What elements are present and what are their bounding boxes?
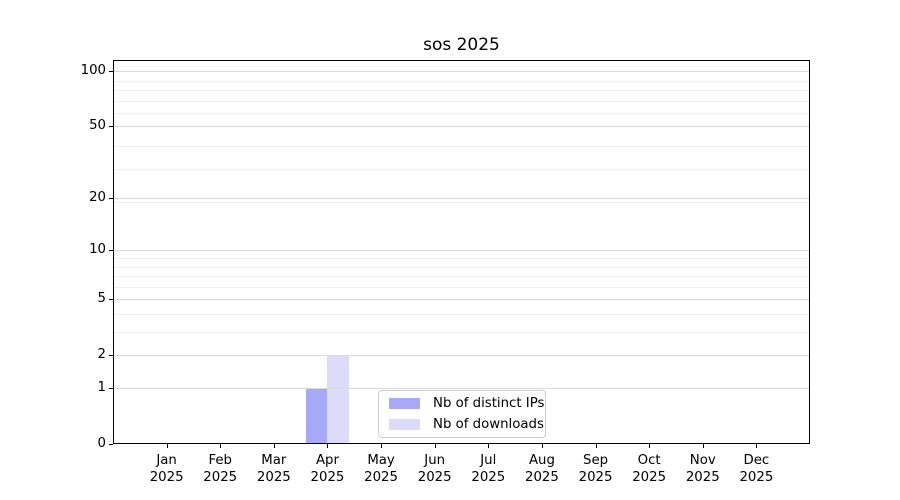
legend-swatch	[389, 419, 420, 430]
x-tick-label: Jul 2025	[471, 453, 506, 485]
x-tick-label: May 2025	[364, 453, 398, 485]
minor-gridline	[113, 169, 810, 171]
minor-gridline	[113, 146, 810, 147]
y-tick-mark	[109, 250, 113, 252]
x-tick-label: Jun 2025	[417, 453, 452, 485]
x-tick-mark	[273, 444, 275, 448]
legend: Nb of distinct IPs Nb of downloads	[378, 390, 546, 438]
y-tick-mark	[109, 444, 113, 445]
x-tick-mark	[327, 444, 329, 448]
x-tick-mark	[166, 444, 168, 448]
x-tick-mark	[488, 444, 490, 448]
x-tick-mark	[434, 444, 436, 448]
major-gridline	[113, 388, 810, 389]
minor-gridline	[113, 100, 810, 102]
y-tick-mark	[109, 71, 113, 73]
legend-label: Nb of downloads	[433, 417, 544, 432]
x-tick-mark	[595, 444, 597, 448]
y-tick-label: 20	[89, 190, 106, 206]
x-tick-label: Nov 2025	[685, 453, 720, 485]
y-tick-label: 5	[97, 291, 106, 307]
legend-swatch	[389, 398, 420, 409]
y-tick-mark	[109, 126, 113, 128]
major-gridline	[113, 250, 810, 252]
legend-item: Nb of downloads	[387, 416, 544, 433]
y-tick-mark	[109, 355, 113, 357]
minor-gridline	[113, 202, 810, 203]
x-tick-mark	[220, 444, 222, 448]
x-tick-label: Apr 2025	[310, 453, 345, 485]
y-tick-label: 100	[80, 63, 106, 79]
x-tick-label: Sep 2025	[578, 453, 613, 485]
x-tick-mark	[649, 444, 651, 448]
bar-apr-nb-of-distinct-ips	[306, 388, 328, 444]
chart-title: sos 2025	[423, 35, 500, 55]
minor-gridline	[113, 257, 810, 259]
x-tick-label: Feb 2025	[203, 453, 238, 485]
legend-label: Nb of distinct IPs	[433, 396, 545, 411]
major-gridline	[113, 126, 810, 128]
minor-gridline	[113, 286, 810, 288]
minor-gridline	[113, 113, 810, 115]
major-gridline	[113, 355, 810, 357]
y-tick-label: 2	[97, 347, 106, 363]
y-tick-label: 10	[89, 242, 106, 258]
y-tick-label: 50	[89, 118, 106, 134]
y-tick-mark	[109, 198, 113, 200]
x-tick-mark	[381, 444, 383, 448]
minor-gridline	[113, 80, 810, 82]
major-gridline	[113, 71, 810, 73]
y-tick-label: 0	[97, 436, 106, 451]
minor-gridline	[113, 90, 810, 91]
minor-gridline	[113, 266, 810, 268]
y-tick-mark	[109, 388, 113, 389]
x-tick-label: Oct 2025	[632, 453, 667, 485]
x-tick-label: Jan 2025	[149, 453, 184, 485]
major-gridline	[113, 198, 810, 200]
legend-item: Nb of distinct IPs	[387, 395, 544, 412]
x-tick-label: Dec 2025	[739, 453, 774, 485]
plot-area	[113, 60, 810, 444]
x-tick-mark	[756, 444, 758, 448]
major-gridline	[113, 299, 810, 301]
minor-gridline	[113, 332, 810, 333]
minor-gridline	[113, 313, 810, 315]
minor-gridline	[113, 276, 810, 278]
x-tick-mark	[702, 444, 704, 448]
x-tick-label: Aug 2025	[525, 453, 559, 485]
bar-apr-nb-of-downloads	[327, 355, 349, 444]
x-tick-label: Mar 2025	[256, 453, 291, 485]
x-tick-mark	[541, 444, 543, 448]
y-tick-label: 1	[97, 380, 106, 395]
y-tick-mark	[109, 299, 113, 301]
